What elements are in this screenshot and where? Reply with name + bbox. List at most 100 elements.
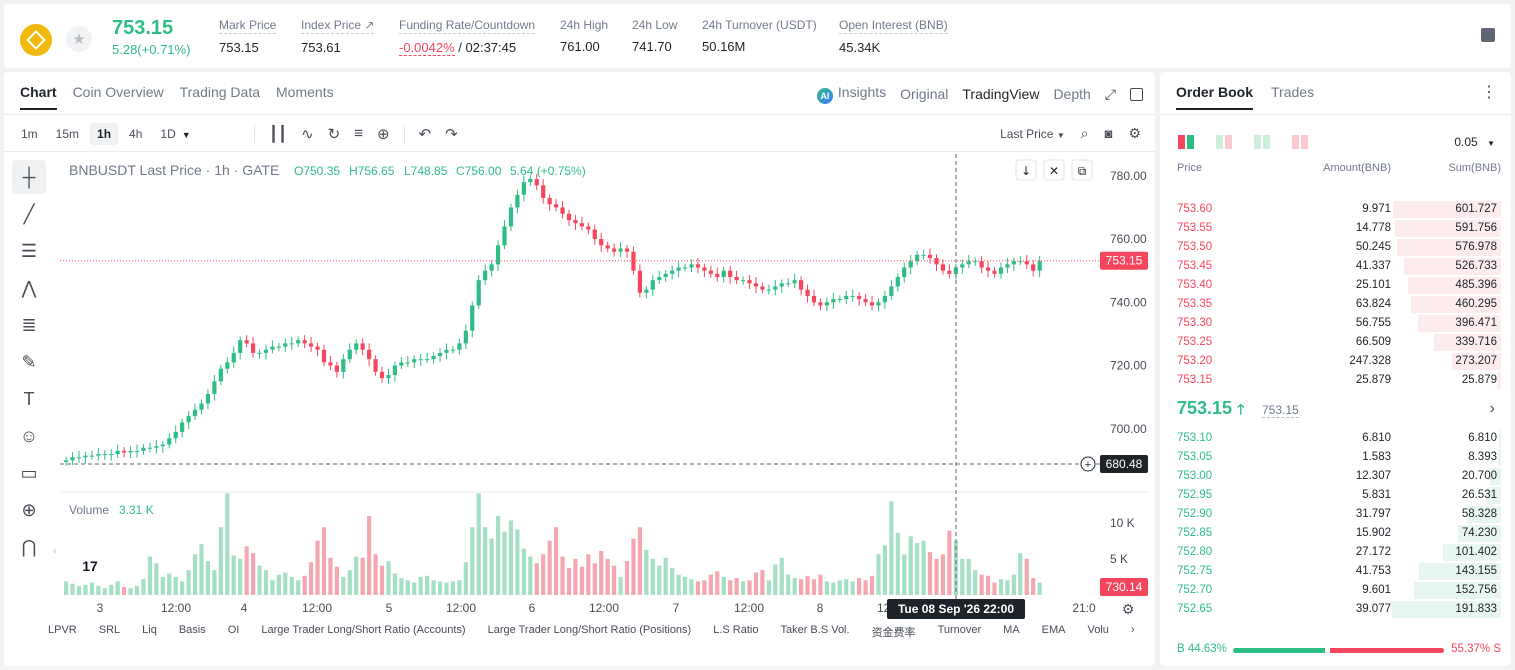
brush-icon[interactable]: ✎: [21, 351, 37, 372]
zoom-in-icon[interactable]: ⊕: [21, 499, 37, 520]
chevron-right-icon[interactable]: ›: [1130, 624, 1135, 636]
indicator-item[interactable]: Liq: [142, 624, 157, 636]
indicator-item[interactable]: Taker B.S Vol.: [780, 624, 850, 636]
indicator-item[interactable]: 资金费率: [871, 627, 916, 639]
book-icon[interactable]: [1481, 28, 1495, 42]
gear-icon[interactable]: ⚙: [1128, 125, 1141, 141]
tab-moments[interactable]: Moments: [276, 84, 334, 100]
candle-body: [689, 264, 694, 268]
tradingview-view-button[interactable]: TradingView: [962, 86, 1040, 102]
indicator-item[interactable]: Large Trader Long/Short Ratio (Positions…: [487, 624, 692, 636]
book-mode-both-icon[interactable]: [1178, 135, 1194, 149]
price-chart[interactable]: 780.00 760.00 740.00 720.00 700.00 10 K 5 K 3 12…: [4, 72, 1155, 666]
indicator-item[interactable]: Volu: [1087, 624, 1109, 636]
indicator-item[interactable]: EMA: [1041, 624, 1066, 636]
ask-row[interactable]: 753.50 50.245 576.978: [1160, 238, 1511, 257]
indicator-item[interactable]: Basis: [178, 624, 206, 636]
trendline-icon[interactable]: ╱: [23, 203, 35, 224]
indicators-icon[interactable]: ∿: [301, 126, 314, 143]
channel-icon[interactable]: ☰: [20, 240, 38, 261]
fib-icon[interactable]: ≣: [21, 314, 37, 335]
bid-row[interactable]: 752.75 41.753 143.155: [1160, 562, 1511, 581]
bid-row[interactable]: 752.70 9.601 152.756: [1160, 581, 1511, 600]
stat-index-price[interactable]: Index Price ↗ 753.61: [301, 18, 375, 55]
ask-row[interactable]: 753.35 63.824 460.295: [1160, 295, 1511, 314]
bid-row[interactable]: 752.80 27.172 101.402: [1160, 543, 1511, 562]
redo-icon[interactable]: ↷: [445, 126, 458, 143]
book-mode-asks-only-icon[interactable]: [1292, 135, 1308, 149]
ask-row[interactable]: 753.55 14.778 591.756: [1160, 219, 1511, 238]
bid-row[interactable]: 752.90 31.797 58.328: [1160, 505, 1511, 524]
indicator-item[interactable]: SRL: [98, 624, 121, 636]
candle-type-icon[interactable]: ┃┃: [269, 126, 288, 143]
price-type-select[interactable]: Last Price ▼: [1000, 127, 1065, 141]
search-icon[interactable]: ⌕: [1080, 125, 1089, 141]
ask-row[interactable]: 753.15 25.879 25.879: [1160, 371, 1511, 390]
tick-size-select[interactable]: 0.05 ▼: [1454, 135, 1495, 149]
tab-trading-data[interactable]: Trading Data: [179, 84, 261, 100]
tab-order-book[interactable]: Order Book: [1176, 84, 1254, 110]
depth-view-button[interactable]: Depth: [1053, 86, 1091, 102]
bid-row[interactable]: 753.10 6.810 6.810: [1160, 429, 1511, 448]
ask-row[interactable]: 753.20 247.328 273.207: [1160, 352, 1511, 371]
sell-ratio-bar: [1330, 648, 1444, 653]
replay-icon[interactable]: ↻: [327, 126, 341, 143]
volume-tick-label: 5 K: [1110, 552, 1128, 566]
camera-icon[interactable]: ◙: [1104, 126, 1113, 141]
chevron-right-icon[interactable]: ›: [1489, 400, 1495, 417]
interval-1h[interactable]: 1h: [90, 123, 119, 145]
bid-row[interactable]: 753.00 12.307 20.700: [1160, 467, 1511, 486]
indicator-item[interactable]: LPVR: [48, 624, 77, 636]
indicator-item[interactable]: Large Trader Long/Short Ratio (Accounts): [261, 624, 466, 636]
candle-body: [244, 340, 249, 344]
interval-4h[interactable]: 4h: [129, 127, 143, 141]
bid-row[interactable]: 752.95 5.831 26.531: [1160, 486, 1511, 505]
ask-row[interactable]: 753.30 56.755 396.471: [1160, 314, 1511, 333]
more-icon[interactable]: ⋮: [1481, 84, 1497, 101]
add-alert-icon[interactable]: ⊕: [376, 126, 390, 143]
original-view-button[interactable]: Original: [900, 86, 949, 102]
ruler-icon[interactable]: ▭: [20, 462, 38, 483]
expand-icon[interactable]: ⤢: [1104, 85, 1116, 102]
tab-trades[interactable]: Trades: [1271, 84, 1315, 100]
undo-icon[interactable]: ↶: [418, 126, 432, 143]
interval-15m[interactable]: 15m: [55, 127, 80, 141]
divider: [254, 125, 255, 143]
volume-tick-label: 10 K: [1110, 516, 1135, 530]
stat-funding-rate[interactable]: Funding Rate/Countdown -0.0042% / 02:37:…: [399, 18, 536, 56]
candle-body: [508, 207, 514, 227]
interval-1m[interactable]: 1m: [21, 127, 38, 141]
tab-chart[interactable]: Chart: [20, 84, 57, 110]
bid-row[interactable]: 752.65 39.077 191.833: [1160, 600, 1511, 619]
ask-row[interactable]: 753.45 41.337 526.733: [1160, 257, 1511, 276]
bid-row[interactable]: 752.85 15.902 74.230: [1160, 524, 1511, 543]
ask-row[interactable]: 753.40 25.101 485.396: [1160, 276, 1511, 295]
stat-open-interest[interactable]: Open Interest (BNB) 45.34K: [839, 18, 948, 55]
tab-coin-overview[interactable]: Coin Overview: [72, 84, 164, 100]
bid-price: 753.10: [1177, 432, 1213, 444]
emoji-icon[interactable]: ☺: [19, 425, 39, 446]
volume-cursor-tag-bg: [1100, 578, 1148, 596]
text-icon[interactable]: T: [23, 388, 35, 409]
indicator-item[interactable]: L.S Ratio: [713, 624, 759, 636]
crosshair-icon[interactable]: ┼: [12, 160, 46, 194]
ask-row[interactable]: 753.25 66.509 339.716: [1160, 333, 1511, 352]
stat-mark-price[interactable]: Mark Price 753.15: [219, 18, 277, 55]
chart-legend-value: 5.64 (+0.75%): [510, 164, 586, 178]
favorite-star-icon[interactable]: ★: [66, 26, 92, 52]
insights-button[interactable]: AI Insights: [816, 84, 886, 104]
bid-row[interactable]: 753.05 1.583 8.393: [1160, 448, 1511, 467]
book-mode-bids-only-icon[interactable]: [1254, 135, 1270, 149]
pattern-icon[interactable]: ⋀: [21, 277, 37, 298]
price-change: 5.28(+0.71%): [112, 42, 191, 57]
ask-row[interactable]: 753.60 9.971 601.727: [1160, 200, 1511, 219]
indicator-item[interactable]: OI: [227, 624, 240, 636]
fullscreen-icon[interactable]: [1130, 87, 1143, 101]
magnet-icon[interactable]: ⋂: [21, 536, 37, 557]
interval-1d[interactable]: 1D ▼: [153, 123, 197, 145]
book-mode-bids-icon[interactable]: [1216, 135, 1232, 149]
indicator-item[interactable]: Turnover: [937, 624, 982, 636]
volume-bar: [528, 556, 533, 595]
indicator-item[interactable]: MA: [1003, 624, 1020, 636]
templates-icon[interactable]: ≡: [354, 125, 363, 142]
